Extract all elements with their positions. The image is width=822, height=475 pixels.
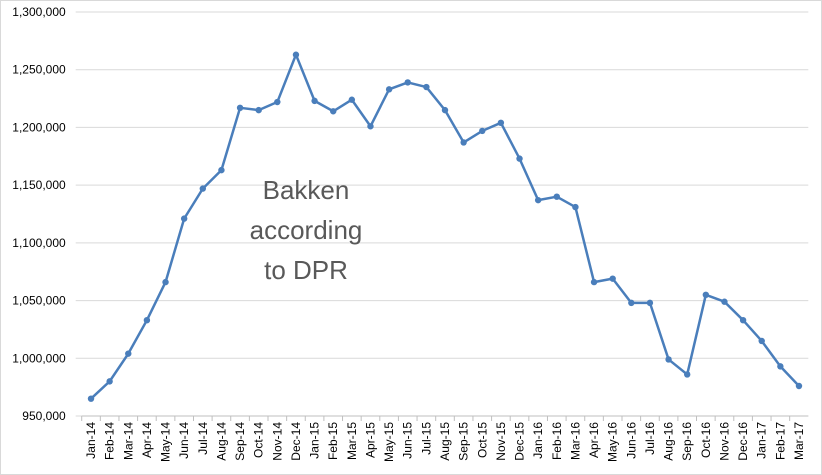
x-tick-label: Jan-15 <box>308 422 322 459</box>
point <box>460 139 467 146</box>
x-tick-label: Aug-14 <box>214 422 228 461</box>
y-tick-label: 1,250,000 <box>12 63 66 77</box>
point <box>739 316 747 324</box>
x-tick-label: Jul-14 <box>196 422 210 455</box>
point <box>385 86 393 93</box>
x-tick-label: Dec-16 <box>736 422 750 461</box>
point <box>795 382 803 390</box>
x-tick-label: Feb-17 <box>773 422 787 460</box>
y-tick-label: 1,300,000 <box>12 5 66 19</box>
x-tick-label: Feb-15 <box>326 422 340 460</box>
x-tick-label: Dec-14 <box>289 422 303 461</box>
x-tick-label: May-14 <box>159 422 173 462</box>
x-tick-label: Aug-15 <box>438 422 452 461</box>
x-tick-label: Apr-15 <box>363 422 377 458</box>
x-tick-label: Nov-14 <box>270 422 284 461</box>
point <box>348 96 356 103</box>
x-tick-label: Jan-14 <box>84 422 98 459</box>
point <box>367 123 374 130</box>
x-tick-label: Aug-16 <box>662 422 676 461</box>
point <box>180 215 188 222</box>
point <box>628 299 635 307</box>
point <box>311 97 318 105</box>
x-tick-label: Jun-15 <box>401 422 415 459</box>
point <box>590 278 598 286</box>
point <box>702 291 710 298</box>
point <box>479 127 486 135</box>
x-tick-label: Dec-15 <box>513 422 527 461</box>
x-tick-label: Oct-16 <box>699 422 713 458</box>
x-tick-label: Oct-14 <box>252 422 266 458</box>
point <box>330 108 337 115</box>
point <box>199 185 206 192</box>
y-tick-label: 1,050,000 <box>12 294 66 308</box>
point <box>609 275 616 282</box>
x-tick-label: Jul-15 <box>419 422 433 455</box>
point <box>777 363 784 370</box>
y-tick-label: 1,150,000 <box>12 178 66 192</box>
x-tick-label: Oct-15 <box>475 422 489 458</box>
point <box>572 203 579 211</box>
x-tick-label: Sep-15 <box>457 422 471 461</box>
y-tick-label: 1,000,000 <box>12 351 66 365</box>
x-tick-label: Apr-14 <box>140 422 154 458</box>
point <box>441 106 449 114</box>
point <box>665 356 672 363</box>
point <box>292 51 300 58</box>
point <box>255 106 262 114</box>
x-tick-label: Feb-16 <box>550 422 564 460</box>
point <box>646 299 654 307</box>
x-tick-label: Jul-16 <box>643 422 657 455</box>
point <box>721 298 728 305</box>
x-tick-label: Jan-16 <box>531 422 545 459</box>
point <box>684 371 691 378</box>
x-tick-label: Mar-15 <box>345 422 359 460</box>
x-tick-label: May-15 <box>382 422 396 462</box>
x-tick-label: Nov-16 <box>717 422 731 461</box>
point <box>218 166 225 174</box>
y-tick-label: 1,100,000 <box>12 236 66 250</box>
x-tick-label: Mar-16 <box>568 422 582 460</box>
point <box>758 337 765 345</box>
annotation: to DPR <box>264 255 348 285</box>
point <box>125 350 132 357</box>
x-tick-label: Feb-14 <box>103 422 117 460</box>
y-tick-label: 950,000 <box>22 409 66 423</box>
x-tick-label: May-16 <box>606 422 620 462</box>
point <box>423 83 430 91</box>
point <box>143 316 151 324</box>
x-tick-label: Jun-16 <box>624 422 638 459</box>
x-tick-label: Mar-14 <box>121 422 135 460</box>
x-tick-label: Nov-15 <box>494 422 508 461</box>
x-tick-label: Sep-14 <box>233 422 247 461</box>
point <box>553 193 560 200</box>
point <box>106 378 113 385</box>
x-tick-label: Jan-17 <box>755 422 769 459</box>
annotation: Bakken <box>263 175 350 205</box>
y-tick-label: 1,200,000 <box>12 120 66 134</box>
point <box>274 98 281 106</box>
point <box>162 278 169 286</box>
annotation: according <box>250 215 363 245</box>
point <box>87 395 95 402</box>
point <box>404 79 411 86</box>
x-tick-label: Sep-16 <box>680 422 694 461</box>
x-tick-label: Jun-14 <box>177 422 191 459</box>
x-tick-label: Mar-17 <box>792 422 806 460</box>
point <box>497 119 505 127</box>
point <box>236 104 244 112</box>
point <box>534 196 542 204</box>
point <box>516 155 523 162</box>
x-tick-label: Apr-16 <box>587 422 601 458</box>
